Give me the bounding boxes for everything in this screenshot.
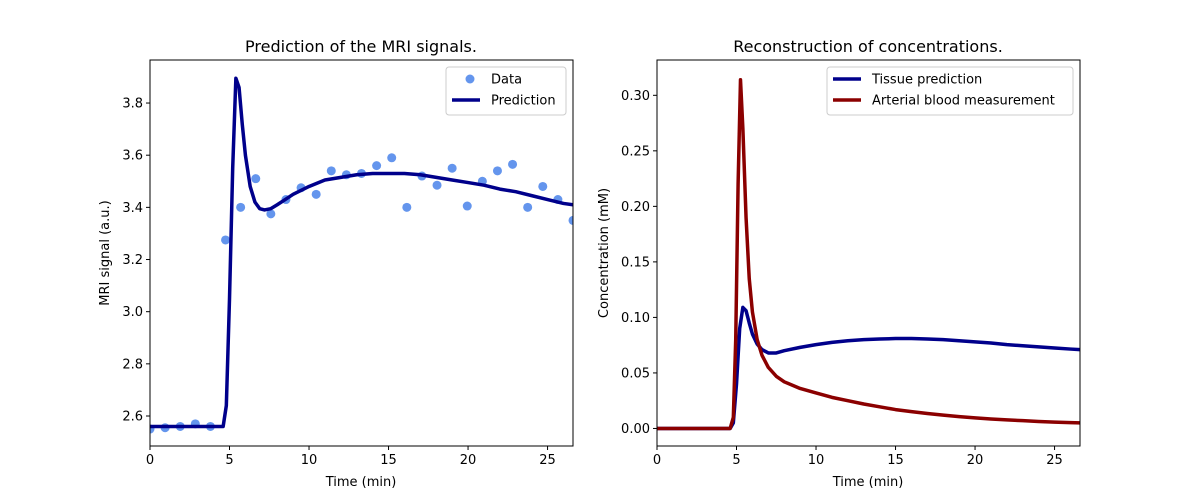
y-tick-label: 3.6 [122,149,143,164]
legend-marker [465,74,475,84]
data-point [266,209,276,219]
series-line-0 [657,305,1080,431]
data-point [372,161,382,171]
data-point [538,181,548,191]
axes-frame [656,59,1081,447]
y-tick-label: 3.0 [122,305,143,320]
right-plot-area: 0 5 10 15 20 25 0.00 0.05 0.10 0.15 0.20 0.25 0.30 Ti… [621,59,1081,468]
legend: Tissue prediction Arterial blood measurem… [826,66,1074,116]
x-tick-label: 20 [967,453,984,468]
right-chart-title: Reconstruction of concentrations. [733,37,1003,56]
y-tick-label: 2.8 [122,357,143,372]
y-tick-label: 0.25 [621,144,650,159]
plot-content [150,76,573,434]
axes-frame [149,59,574,447]
data-point [508,159,518,169]
legend-box [445,66,567,116]
x-tick-label: 20 [460,453,477,468]
y-tick-label: 0.10 [621,311,650,326]
x-tick-label: 10 [301,453,318,468]
data-point [221,235,231,245]
data-point [462,201,472,211]
x-tick-label: 5 [225,453,233,468]
y-tick-label: 2.6 [122,410,143,425]
x-tick-label: 25 [1046,453,1063,468]
right-y-axis-label: Concentration (mM) [597,188,612,318]
x-tick-label: 0 [653,453,661,468]
x-tick-label: 5 [732,453,740,468]
left-x-axis-label: Time (min) [325,475,397,490]
data-point [326,166,336,176]
y-tick-label: 3.4 [122,201,143,216]
legend-label: Arterial blood measurement [872,94,1055,109]
data-point [447,163,457,173]
x-tick-label: 10 [808,453,825,468]
series-line-1 [150,76,573,429]
y-tick-label: 3.2 [122,253,143,268]
data-point [492,166,502,176]
left-chart-title: Prediction of the MRI signals. [245,37,477,56]
legend-label: Prediction [491,94,556,109]
y-tick-label: 0.15 [621,255,650,270]
y-tick-label: 3.8 [122,97,143,112]
data-point [523,202,533,212]
legend-label: Data [491,73,522,88]
data-point [387,153,397,163]
y-tick-label: 0.00 [621,422,650,437]
data-point [251,174,261,184]
plot-content [657,78,1080,431]
left-plot-area: 0 5 10 15 20 25 2.6 2.8 3.0 3.2 3.4 3.6 3.8 Data Predi… [122,59,574,468]
x-tick-label: 15 [887,453,904,468]
x-tick-label: 0 [146,453,154,468]
data-point [568,215,573,225]
data-point [311,189,321,199]
series-line-1 [657,78,1080,431]
data-point [236,202,246,212]
legend-label: Tissue prediction [871,73,982,88]
y-tick-label: 0.05 [621,366,650,381]
legend: Data Prediction [445,66,567,116]
x-tick-label: 15 [380,453,397,468]
data-point [432,180,442,190]
y-tick-label: 0.20 [621,200,650,215]
concentration-panel: Reconstruction of concentrations. 0 5 10 15… [597,37,1081,490]
data-point [402,202,412,212]
left-y-axis-label: MRI signal (a.u.) [98,200,113,305]
legend-box [826,66,1074,116]
y-tick-label: 0.30 [621,89,650,104]
x-tick-label: 25 [539,453,556,468]
right-x-axis-label: Time (min) [832,475,904,490]
mri-signal-panel: Prediction of the MRI signals. 0 5 10 15 20 2… [98,37,574,490]
